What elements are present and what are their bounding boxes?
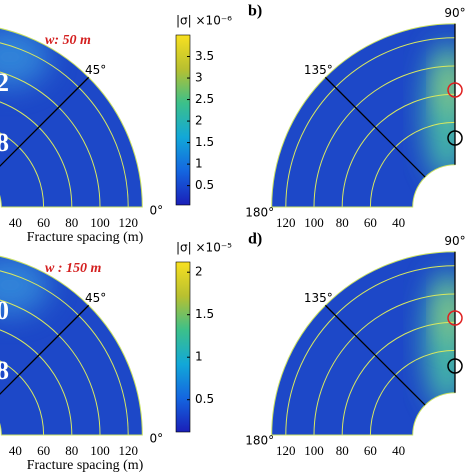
panel-label: d) [248, 231, 262, 248]
marker-circle [447, 358, 463, 374]
field [0, 251, 143, 435]
hot-spot [0, 255, 50, 315]
radial-line [324, 304, 426, 406]
radial-tick-label: 80 [65, 215, 78, 230]
radial-tick-label: 40 [392, 443, 405, 458]
edge-digit: 8 [0, 128, 9, 157]
radial-tick-label: 80 [65, 443, 78, 458]
outer-edge [0, 27, 143, 208]
marker-circle [447, 310, 463, 326]
angle-label: 135° [304, 63, 333, 77]
edge-digit: 2 [0, 68, 9, 97]
angle-label: 135° [304, 291, 333, 305]
colorbar-label: |σ| ×10⁻⁵ [176, 241, 232, 255]
radial-line [0, 76, 90, 167]
colorbar-tick-label: 1.5 [195, 135, 214, 149]
angle-label: 180° [245, 206, 274, 220]
field [271, 251, 455, 435]
radial-tick-label: 40 [392, 215, 405, 230]
outer-edge [271, 251, 456, 436]
marker-circle [447, 130, 463, 146]
colorbar-tick-label: 1.5 [195, 307, 214, 321]
panel-label: b) [248, 3, 262, 20]
hot-spot [438, 57, 455, 117]
colorbar-tick-label: 2 [195, 265, 203, 279]
radial-tick-label: 100 [304, 215, 324, 230]
outer-edge [0, 255, 143, 436]
field [271, 23, 455, 208]
angle-label: 90° [444, 6, 465, 20]
radial-tick-label: 100 [90, 215, 110, 230]
angle-label: 45° [85, 63, 106, 77]
radial-tick-label: 40 [9, 443, 22, 458]
radial-tick-label: 100 [90, 443, 110, 458]
w-label: w: 50 m [45, 33, 91, 48]
axis-label: Fracture spacing (m) [27, 230, 144, 245]
angle-label: 180° [245, 434, 274, 448]
radial-tick-label: 80 [336, 443, 349, 458]
radial-tick-label: 60 [364, 215, 377, 230]
radial-line [324, 76, 426, 178]
colorbar-tick-label: 1 [195, 157, 203, 171]
edge-digit: 0 [0, 296, 9, 325]
angle-label: 45° [85, 291, 106, 305]
colorbar-tick-label: 0.5 [195, 392, 214, 406]
polar-panel: 90° 135° 180°120 100 80 60 40 d) [245, 231, 465, 458]
polar-panel: 90° 135° 180°120 100 80 60 40 b) [245, 3, 465, 230]
colorbar-label: |σ| ×10⁻⁶ [176, 14, 232, 28]
radial-line [0, 304, 90, 395]
radial-tick-label: 120 [276, 443, 296, 458]
angle-label: 90° [444, 234, 465, 248]
hot-spot [0, 27, 50, 87]
radial-tick-label: 120 [276, 215, 296, 230]
radial-tick-label: 120 [118, 215, 138, 230]
radial-tick-label: 60 [37, 215, 50, 230]
outer-edge [271, 23, 456, 208]
marker-circle [447, 82, 463, 98]
radial-tick-label: 100 [304, 443, 324, 458]
field [0, 23, 143, 208]
colorbar [175, 261, 191, 433]
colorbar [175, 34, 191, 206]
colorbar-tick-label: 2 [195, 114, 203, 128]
colorbar-tick-label: 2.5 [195, 92, 214, 106]
radial-tick-label: 120 [118, 443, 138, 458]
angle-label: 0° [149, 432, 163, 446]
hot-spot [438, 285, 455, 345]
colorbar-tick-label: 3 [195, 71, 203, 85]
colorbar-tick-label: 3.5 [195, 49, 214, 63]
w-label: w : 150 m [45, 261, 102, 276]
edge-digit: 8 [0, 356, 9, 385]
radial-tick-label: 60 [37, 443, 50, 458]
radial-tick-label: 60 [364, 443, 377, 458]
axis-label: Fracture spacing (m) [27, 458, 144, 473]
angle-label: 0° [149, 204, 163, 218]
radial-tick-label: 80 [336, 215, 349, 230]
colorbar-tick-label: 1 [195, 350, 203, 364]
colorbar-tick-label: 0.5 [195, 178, 214, 192]
radial-tick-label: 40 [9, 215, 22, 230]
